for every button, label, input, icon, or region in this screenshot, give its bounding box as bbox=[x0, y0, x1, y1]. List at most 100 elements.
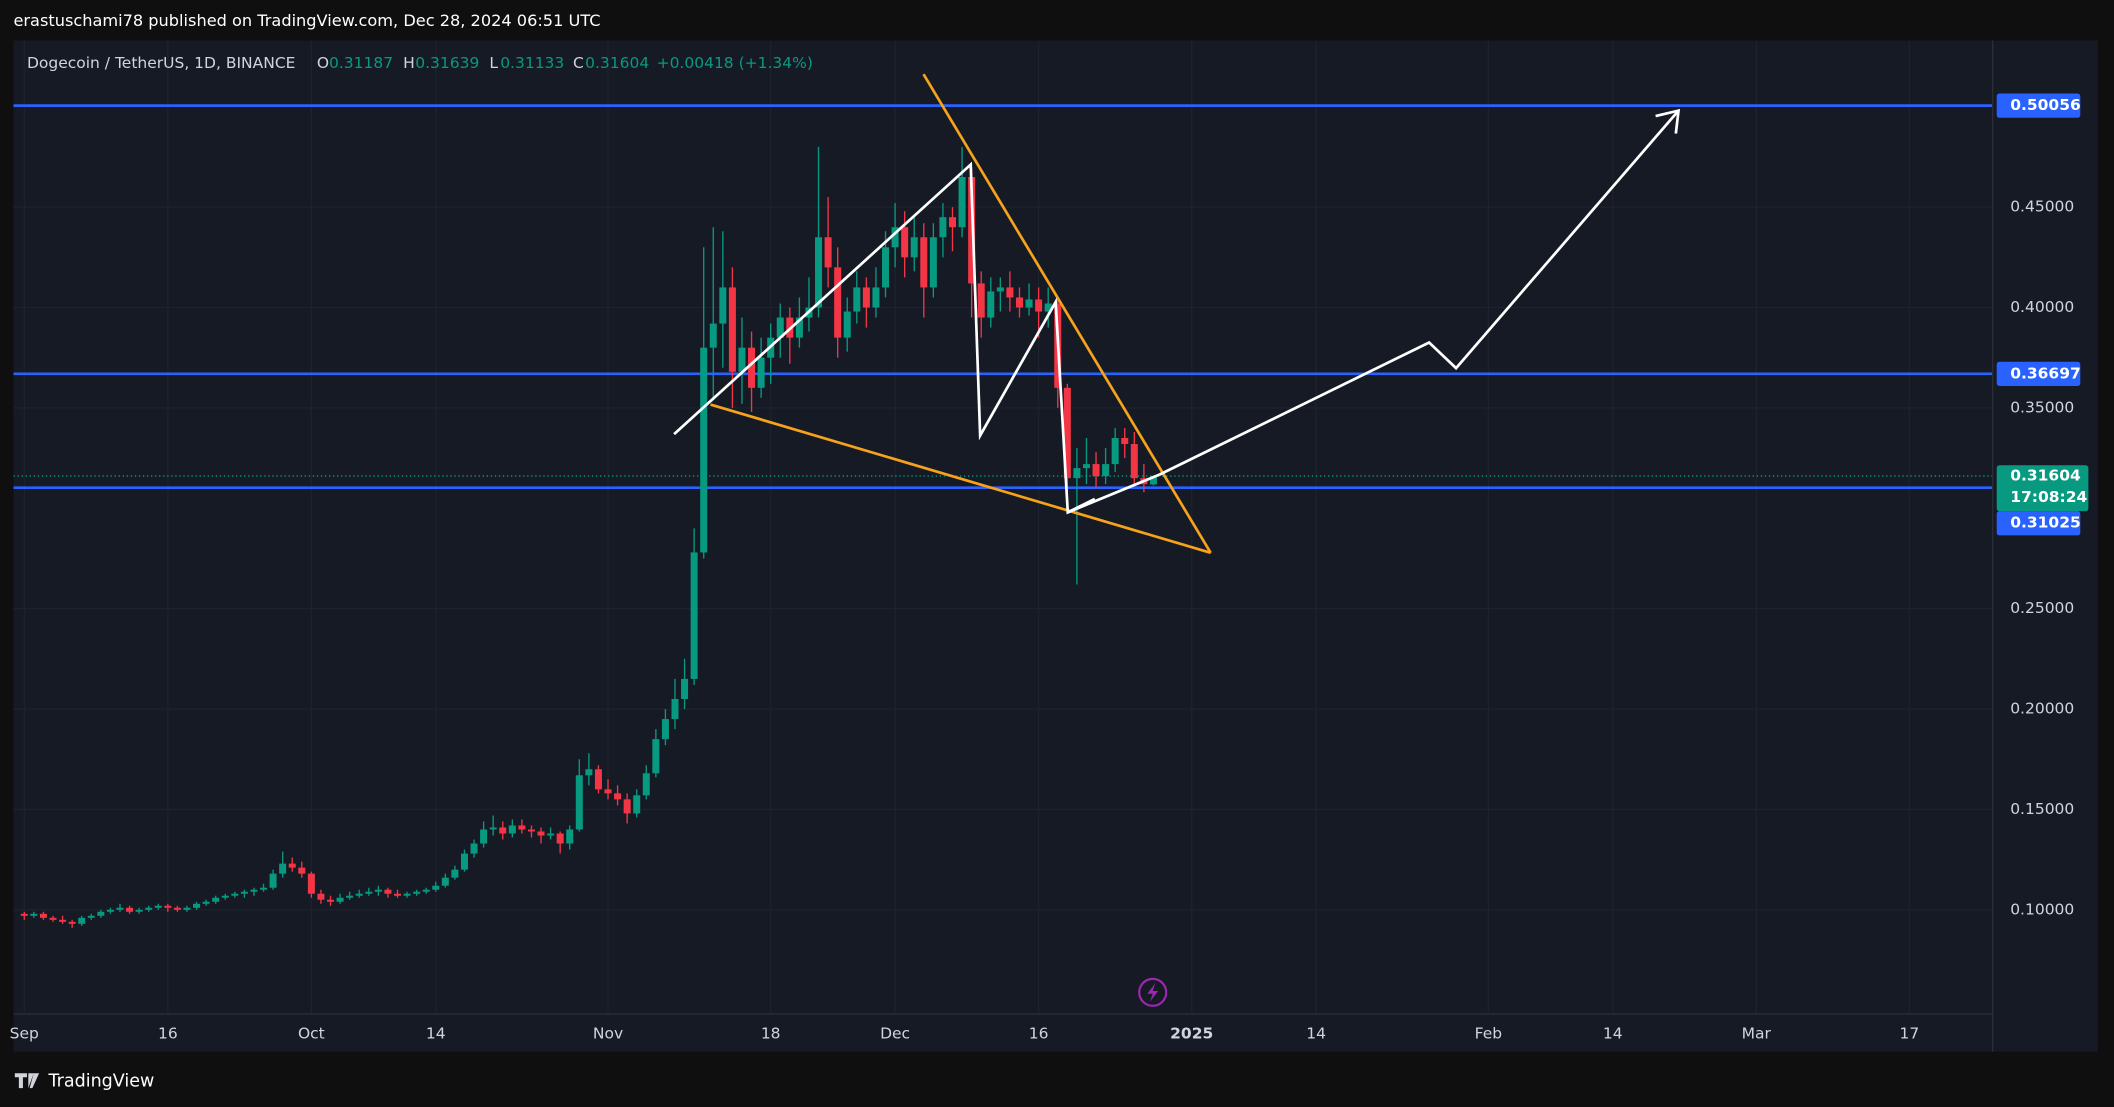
candle-body bbox=[1102, 464, 1110, 477]
candle-body bbox=[518, 825, 526, 830]
candle-body bbox=[240, 891, 248, 894]
ohlc-value: 0.31187 bbox=[329, 54, 393, 72]
arrow-head bbox=[1655, 108, 1681, 134]
candle-body bbox=[336, 897, 344, 902]
candle-body bbox=[623, 799, 631, 814]
candle-body bbox=[690, 552, 698, 679]
candle-body bbox=[996, 287, 1004, 292]
x-tick-label: Dec bbox=[880, 1025, 910, 1043]
candle-body bbox=[269, 873, 277, 888]
candle-body bbox=[20, 913, 28, 916]
candle-body bbox=[1025, 299, 1033, 308]
candle-body bbox=[929, 237, 937, 288]
candle-body bbox=[566, 829, 574, 844]
x-tick-label: 14 bbox=[1306, 1025, 1326, 1043]
brand-logo bbox=[14, 1073, 40, 1089]
candle-body bbox=[1044, 303, 1052, 312]
candle-body bbox=[614, 793, 622, 800]
candle-body bbox=[1073, 468, 1081, 479]
candle-body bbox=[1092, 464, 1100, 477]
candle-body bbox=[1130, 444, 1138, 479]
candle-body bbox=[633, 795, 641, 814]
candle-body bbox=[221, 895, 229, 898]
x-tick-label: 16 bbox=[1029, 1025, 1049, 1043]
candle-body bbox=[1035, 299, 1043, 312]
candle-body bbox=[59, 919, 67, 922]
x-tick-label: 18 bbox=[761, 1025, 781, 1043]
candle-body bbox=[508, 825, 516, 834]
candle-body bbox=[135, 909, 143, 912]
candle-body bbox=[958, 177, 966, 228]
replay-icon[interactable] bbox=[1138, 977, 1168, 1007]
candle-body bbox=[977, 283, 985, 318]
candle-body bbox=[126, 907, 134, 912]
candle-body bbox=[193, 903, 201, 908]
ohlc-label: H bbox=[403, 54, 415, 72]
y-tick-label: 0.35000 bbox=[2010, 398, 2074, 416]
candle-body bbox=[489, 827, 497, 830]
level-label: 0.50056 bbox=[2010, 96, 2081, 114]
candle-body bbox=[106, 909, 114, 912]
candle-body bbox=[948, 217, 957, 228]
drawings bbox=[673, 73, 1681, 555]
candle-body bbox=[231, 893, 239, 896]
levels bbox=[13, 104, 1993, 490]
brand-name: TradingView bbox=[48, 1071, 155, 1091]
candle-body bbox=[681, 678, 689, 699]
candle-body bbox=[422, 889, 430, 892]
candle-body bbox=[728, 287, 736, 372]
candle-body bbox=[441, 877, 449, 886]
candle-body bbox=[460, 853, 468, 870]
icon-bolt bbox=[1147, 982, 1159, 1002]
trend-line bbox=[710, 403, 1212, 555]
chart-background bbox=[13, 40, 2098, 1052]
grid bbox=[13, 40, 1993, 1014]
x-tick-label: 17 bbox=[1900, 1025, 1920, 1043]
candle-body bbox=[987, 291, 995, 318]
candle-body bbox=[795, 317, 803, 338]
candle-body bbox=[604, 789, 612, 794]
candle-body bbox=[39, 913, 47, 918]
candle-body bbox=[384, 889, 392, 894]
candle-body bbox=[719, 287, 727, 324]
candle-body bbox=[843, 311, 851, 338]
candle-body bbox=[652, 739, 660, 774]
candle-body bbox=[661, 719, 669, 740]
candle-body bbox=[642, 773, 650, 796]
candle-body bbox=[968, 177, 976, 284]
candle-body bbox=[1121, 438, 1129, 445]
candle-body bbox=[709, 323, 717, 348]
ohlc-label: O bbox=[317, 54, 329, 72]
symbol: Dogecoin / TetherUS, 1D, BINANCE bbox=[27, 54, 296, 72]
y-tick-label: 0.10000 bbox=[2010, 900, 2074, 918]
x-tick-label: 16 bbox=[158, 1025, 178, 1043]
x-tick-label: 2025 bbox=[1170, 1025, 1213, 1043]
candle-body bbox=[537, 831, 545, 836]
candle-body bbox=[173, 907, 181, 910]
candle-body bbox=[671, 698, 679, 720]
candle-body bbox=[527, 829, 535, 832]
candle-body bbox=[78, 917, 86, 924]
level-box bbox=[1996, 361, 2081, 386]
ohlc-value: 0.31604 bbox=[585, 54, 649, 72]
candle-body bbox=[30, 913, 38, 916]
candle-body bbox=[700, 347, 708, 553]
candle-body bbox=[815, 237, 823, 308]
candle-body bbox=[145, 907, 153, 910]
candle-body bbox=[910, 237, 918, 258]
candle-body bbox=[154, 905, 162, 908]
projection-arrow bbox=[1158, 109, 1680, 476]
candle-body bbox=[757, 357, 765, 388]
countdown-label: 17:08:24 bbox=[2010, 488, 2087, 506]
candle-body bbox=[365, 891, 373, 894]
candle-body bbox=[862, 287, 870, 308]
candle-body bbox=[164, 905, 172, 908]
y-tick-label: 0.45000 bbox=[2010, 198, 2074, 216]
candle-body bbox=[97, 911, 105, 916]
candle-body bbox=[87, 915, 95, 918]
brand: TradingView bbox=[14, 1071, 155, 1091]
candle-body bbox=[824, 237, 832, 268]
x-tick-label: 14 bbox=[426, 1025, 446, 1043]
candle-body bbox=[250, 889, 258, 892]
